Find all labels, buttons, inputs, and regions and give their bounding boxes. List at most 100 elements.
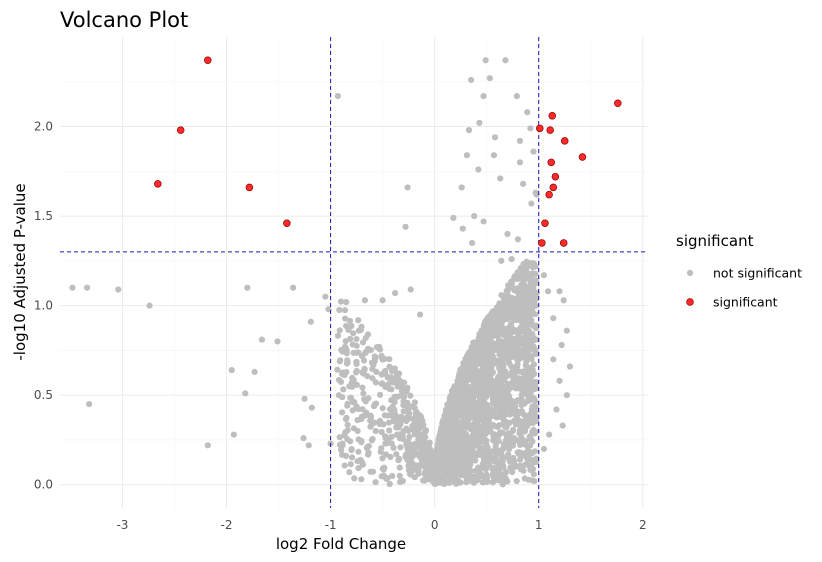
data-point-not-significant xyxy=(300,435,307,442)
data-point-not-significant xyxy=(488,422,496,429)
data-point-not-significant xyxy=(386,406,393,413)
data-point-not-significant xyxy=(385,381,392,388)
data-point-not-significant xyxy=(343,298,350,306)
data-point-not-significant xyxy=(513,285,520,292)
data-point-not-significant xyxy=(419,423,426,430)
data-point-not-significant xyxy=(501,308,508,315)
data-point-not-significant xyxy=(347,394,354,401)
data-point-not-significant xyxy=(489,410,497,417)
data-point-not-significant xyxy=(439,429,446,436)
data-point-significant xyxy=(545,190,553,199)
data-point-not-significant xyxy=(462,397,469,404)
data-point-not-significant xyxy=(251,368,258,375)
data-point-not-significant xyxy=(411,399,418,406)
data-point-not-significant xyxy=(308,404,315,411)
data-point-not-significant xyxy=(497,329,504,336)
data-point-not-significant xyxy=(471,212,478,220)
data-point-not-significant xyxy=(482,320,489,327)
data-point-not-significant xyxy=(510,462,517,469)
data-point-not-significant xyxy=(516,159,524,166)
data-point-not-significant xyxy=(372,379,379,386)
data-point-not-significant xyxy=(397,392,405,399)
data-point-not-significant xyxy=(398,432,405,439)
data-point-not-significant xyxy=(412,414,419,421)
data-point-not-significant xyxy=(506,359,513,367)
data-point-not-significant xyxy=(518,296,525,304)
data-point-not-significant xyxy=(348,454,356,461)
data-point-not-significant xyxy=(480,421,487,429)
data-point-not-significant xyxy=(520,180,527,187)
data-point-not-significant xyxy=(497,175,504,182)
data-point-not-significant xyxy=(354,417,361,424)
data-point-not-significant xyxy=(486,75,493,82)
y-tick-label: 1.5 xyxy=(34,209,53,223)
data-point-not-significant xyxy=(391,365,398,372)
data-point-not-significant xyxy=(544,288,552,295)
legend-key-not-significant xyxy=(686,269,694,277)
data-point-not-significant xyxy=(452,416,459,424)
data-point-not-significant xyxy=(449,465,456,472)
data-point-not-significant xyxy=(393,371,400,378)
data-point-not-significant xyxy=(483,381,490,388)
data-point-not-significant xyxy=(342,315,349,322)
data-point-not-significant xyxy=(334,92,341,100)
data-point-not-significant xyxy=(532,311,539,318)
data-point-not-significant xyxy=(393,431,400,438)
data-point-not-significant xyxy=(372,479,379,486)
data-point-not-significant xyxy=(431,471,438,478)
data-point-not-significant xyxy=(358,476,365,483)
data-point-not-significant xyxy=(516,350,524,357)
data-point-not-significant xyxy=(457,383,465,390)
data-point-not-significant xyxy=(472,391,479,398)
data-point-not-significant xyxy=(378,473,385,480)
data-point-not-significant xyxy=(482,360,489,367)
data-point-not-significant xyxy=(433,457,440,464)
data-point-not-significant xyxy=(362,398,369,405)
data-point-not-significant xyxy=(354,427,361,435)
data-point-not-significant xyxy=(497,395,504,402)
data-point-not-significant xyxy=(514,301,521,308)
data-point-not-significant xyxy=(486,405,493,412)
data-point-not-significant xyxy=(485,428,493,435)
data-point-not-significant xyxy=(451,383,458,391)
data-point-not-significant xyxy=(530,148,537,155)
data-point-not-significant xyxy=(341,307,349,314)
data-point-not-significant xyxy=(532,428,539,435)
data-point-not-significant xyxy=(336,306,343,314)
data-point-not-significant xyxy=(438,455,445,462)
data-point-significant xyxy=(538,239,546,247)
data-point-not-significant xyxy=(530,260,537,267)
data-point-not-significant xyxy=(371,401,378,408)
data-point-not-significant xyxy=(339,348,346,355)
x-tick-label: -2 xyxy=(221,518,233,532)
data-point-not-significant xyxy=(527,381,534,388)
data-point-not-significant xyxy=(523,264,530,272)
data-point-not-significant xyxy=(519,423,526,430)
data-point-not-significant xyxy=(396,464,403,471)
data-point-not-significant xyxy=(524,422,531,430)
data-point-not-significant xyxy=(466,477,474,484)
data-point-not-significant xyxy=(420,459,427,466)
data-point-not-significant xyxy=(344,427,351,434)
data-point-not-significant xyxy=(478,395,485,403)
data-point-not-significant xyxy=(353,342,360,349)
data-point-not-significant xyxy=(439,475,446,482)
data-point-not-significant xyxy=(371,419,378,426)
data-point-not-significant xyxy=(559,422,566,429)
data-point-not-significant xyxy=(510,404,517,412)
data-point-not-significant xyxy=(379,405,386,412)
data-point-not-significant xyxy=(503,433,510,440)
data-point-not-significant xyxy=(86,401,93,408)
data-point-not-significant xyxy=(339,409,346,416)
data-point-not-significant xyxy=(550,356,557,363)
data-point-not-significant xyxy=(471,404,478,411)
y-tick-label: 0.5 xyxy=(34,388,53,402)
data-point-not-significant xyxy=(378,380,385,387)
data-point-not-significant xyxy=(466,469,473,476)
threshold-lines xyxy=(60,37,648,508)
data-point-not-significant xyxy=(411,446,418,453)
data-point-not-significant xyxy=(290,284,297,291)
data-point-not-significant xyxy=(378,352,385,360)
data-point-not-significant xyxy=(357,326,364,334)
data-point-not-significant xyxy=(512,316,519,324)
